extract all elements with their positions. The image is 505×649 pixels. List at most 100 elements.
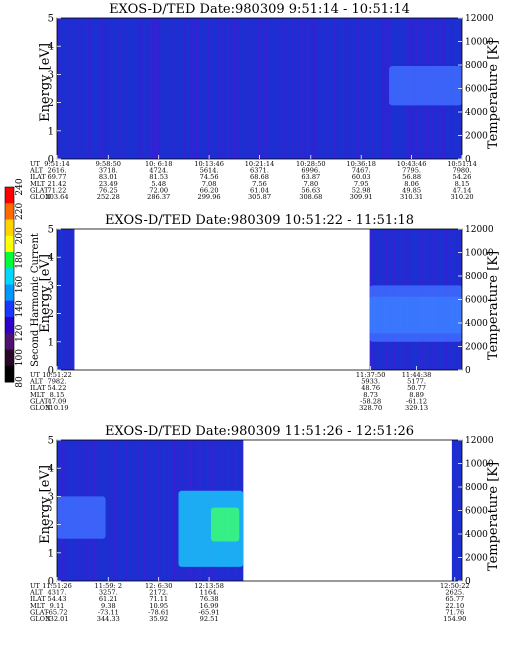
panel-1-streak: [263, 18, 265, 159]
panel-3-row-value: 9.11: [50, 602, 65, 610]
panel-1-streak: [190, 18, 193, 159]
panel-1-ytick-label: 4: [48, 42, 54, 53]
panel-3-streak: [114, 440, 117, 581]
panel-1-streak: [371, 18, 374, 159]
panel-3-streak: [138, 440, 140, 581]
panel-1-streak: [355, 18, 359, 159]
colorbar-swatch: [5, 268, 14, 285]
panel-1-streak: [88, 18, 91, 159]
panel-3-streak: [127, 440, 128, 581]
panel-3-row-value: 61.21: [99, 595, 118, 603]
panel-1-streak: [290, 18, 294, 159]
colorbar-tick-label: 200: [15, 227, 25, 244]
panel-2-row-value: 310.19: [45, 404, 68, 412]
panel-2-row-value: 11:44:38: [402, 371, 432, 379]
panel-1-ytick-right-label: 4000: [465, 108, 488, 118]
panel-2-ytick-right-label: 10000: [465, 249, 494, 259]
panel-1-streak: [297, 18, 298, 159]
panel-3-streak: [452, 440, 454, 581]
panel-3-ylabel-right: Temperature [K]: [486, 462, 501, 571]
panel-3-row-value: 12:13:58: [194, 582, 224, 590]
panel-2-ytick-label: 4: [48, 253, 54, 264]
panel-1-streak: [299, 18, 300, 159]
panel-1-row-value: 7.95: [354, 180, 369, 188]
panel-1-streak: [234, 18, 236, 159]
colorbar-swatch: [5, 365, 14, 383]
panel-3-ytick-right-label: 4000: [465, 530, 488, 540]
panel-1-streak: [300, 18, 303, 159]
panel-3-row-value: 11:51:26: [42, 582, 72, 590]
colorbar-tick-label: 180: [15, 251, 25, 268]
panel-1-row-value: 21.42: [48, 180, 67, 188]
panel-1-ytick-label: 2: [48, 98, 54, 109]
panel-2-row-value: 5177.: [407, 378, 426, 386]
colorbar-tick-label: 160: [15, 276, 25, 293]
panel-3-streak: [137, 440, 139, 581]
panel-1-row-value: 7.80: [303, 180, 318, 188]
panel-1-row-value: 9:58:50: [96, 160, 121, 168]
panel-1-streak: [184, 18, 185, 159]
panel-2-row-label: UT: [30, 371, 41, 379]
panel-3-ylabel: Energy [eV]: [38, 465, 53, 544]
panel-1-ytick-label: 0: [48, 155, 54, 166]
panel-3-feature-band-1: [57, 496, 106, 539]
panel-3-feature-hot_spot-3: [210, 507, 240, 542]
panel-1-streak: [343, 18, 346, 159]
panel-2-row-value: 5933.: [361, 378, 380, 386]
panel-1-streak: [137, 18, 138, 159]
panel-2-ytick-label: 3: [48, 281, 54, 292]
panel-1-row-value: 6371.: [250, 167, 269, 175]
panel-2-row-label: ILAT: [30, 384, 46, 392]
panel-3-streak: [177, 440, 180, 581]
panel-1-row-value: 2616.: [48, 167, 67, 175]
panel-3-row-value: 16.99: [200, 602, 219, 610]
colorbar-swatch: [5, 333, 14, 350]
panel-1-streak: [276, 18, 279, 159]
panel-3-ytick-label: 5: [48, 436, 54, 447]
panel-3-title: EXOS-D/TED Date:980309 11:51:26 - 12:51:…: [105, 424, 414, 439]
panel-1-streak: [318, 18, 321, 159]
panel-3-data-region-2: [451, 440, 462, 581]
panel-1-streak: [224, 18, 226, 159]
panel-1-streak: [346, 18, 348, 159]
panel-1-streak: [197, 18, 200, 159]
panel-1-streak: [57, 18, 60, 159]
panel-1-streak: [283, 18, 285, 159]
panel-2-ytick-right-label: 2000: [465, 343, 488, 353]
panel-1-streak: [111, 18, 113, 159]
panel-3-row-label: GLON: [30, 615, 51, 623]
panel-3-row-value: -73.11: [98, 608, 119, 616]
panel-1-ytick-right-label: 0: [465, 155, 471, 165]
panel-2-ytick-label: 0: [48, 366, 54, 377]
panel-1-streak: [313, 18, 316, 159]
panel-1-row-value: 68.68: [250, 173, 269, 181]
panel-1-row-value: 69.77: [48, 173, 67, 181]
panel-3-streak: [165, 440, 168, 581]
panel-2-row-value: 8.73: [363, 391, 378, 399]
panel-1-row-value: 10:43:46: [397, 160, 427, 168]
panel-3-row-label: ILAT: [30, 595, 46, 603]
panel-1-row-value: 54.26: [453, 173, 472, 181]
colorbar-swatch: [5, 300, 14, 318]
panel-1-streak: [108, 18, 111, 159]
colorbar-tick-label: 120: [15, 324, 25, 341]
panel-2-ytick-right-label: 8000: [465, 272, 488, 282]
panel-3-ytick-right-label: 12000: [465, 436, 494, 446]
panel-3-streak: [146, 440, 148, 581]
panel-1-row-value: 5614.: [200, 167, 219, 175]
panel-3-ytick-label: 2: [48, 520, 54, 531]
panel-3-row-value: 2172.: [149, 589, 168, 597]
panel-2-row-value: 47.09: [48, 397, 67, 405]
panel-1-ylabel: Energy [eV]: [38, 43, 53, 122]
panel-2-ytick-right-label: 12000: [465, 225, 494, 235]
panel-1-row-value: 7467.: [352, 167, 371, 175]
panel-1-streak: [157, 18, 160, 159]
panel-1-streak: [305, 18, 308, 159]
panel-1-streak: [335, 18, 338, 159]
panel-3-ytick-right-label: 10000: [465, 460, 494, 470]
panel-1-ytick-right-label: 10000: [465, 38, 494, 48]
panel-1-ytick-right-label: 2000: [465, 132, 488, 142]
panel-1-row-value: 7.56: [252, 180, 267, 188]
panel-1-streak: [381, 18, 384, 159]
